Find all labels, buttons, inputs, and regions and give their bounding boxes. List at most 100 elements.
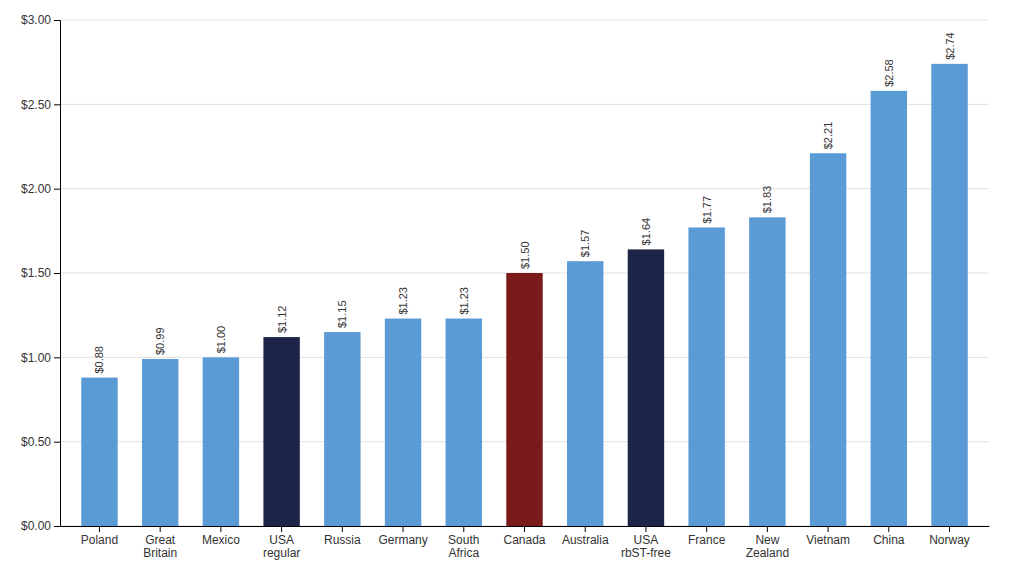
data-label: $0.88 (93, 346, 105, 374)
bar (749, 217, 785, 526)
x-tick-mark (99, 526, 100, 532)
x-tick-label: NewZealand (746, 533, 789, 561)
x-tick-label: USArbST-free (621, 533, 671, 561)
y-axis: $0.00$0.50$1.00$1.50$2.00$2.50$3.00 (21, 13, 61, 533)
x-tick-label: GreatBritain (143, 533, 177, 561)
x-tick-label: SouthAfrica (448, 533, 479, 561)
x-tick-mark (463, 526, 464, 532)
data-label: $1.50 (519, 241, 531, 269)
data-label: $1.00 (215, 326, 227, 354)
y-tick-mark (54, 20, 60, 21)
x-tick: USAregular (263, 526, 300, 560)
bar (203, 357, 239, 526)
bar (871, 91, 907, 526)
data-label: $2.21 (822, 122, 834, 150)
x-tick-label-line: Australia (562, 533, 609, 547)
data-label: $1.15 (336, 301, 348, 329)
x-tick-label: Vietnam (806, 533, 850, 547)
x-tick: Russia (324, 526, 361, 547)
x-axis: PolandGreatBritainMexicoUSAregularRussia… (61, 526, 990, 560)
x-tick: Poland (81, 526, 118, 547)
x-tick-label-line: Britain (143, 546, 177, 560)
x-tick: China (873, 526, 905, 547)
bar (567, 261, 603, 526)
x-tick-label: Poland (81, 533, 118, 547)
chart: $0.00$0.50$1.00$1.50$2.00$2.50$3.00Polan… (0, 0, 1019, 576)
x-tick-label-line: South (448, 533, 479, 547)
x-tick-label-line: rbST-free (621, 546, 671, 560)
y-tick-label: $0.50 (21, 435, 51, 449)
x-tick-label-line: France (688, 533, 726, 547)
x-tick: Canada (503, 526, 545, 547)
y-tick: $2.50 (21, 98, 60, 112)
y-tick-label: $2.00 (21, 182, 51, 196)
y-tick-mark (54, 357, 60, 358)
y-tick: $1.50 (21, 266, 60, 280)
x-tick: France (688, 526, 726, 547)
y-tick-mark (54, 442, 60, 443)
bar (263, 337, 299, 526)
x-tick-label-line: Norway (929, 533, 970, 547)
bar (628, 249, 664, 526)
x-tick-label-line: USA (269, 533, 294, 547)
data-labels: $0.88$0.99$1.00$1.12$1.15$1.23$1.23$1.50… (93, 32, 955, 373)
y-tick-label: $1.50 (21, 266, 51, 280)
x-tick-mark (524, 526, 525, 532)
x-tick: NewZealand (746, 526, 789, 560)
x-tick-label-line: Africa (448, 546, 479, 560)
x-tick-label: Mexico (202, 533, 240, 547)
x-tick-label: USAregular (263, 533, 300, 561)
y-tick-mark (54, 526, 60, 527)
x-tick-label: Canada (503, 533, 545, 547)
x-tick-label: France (688, 533, 726, 547)
x-tick-label-line: regular (263, 546, 300, 560)
x-tick-label-line: USA (634, 533, 659, 547)
y-tick-mark (54, 104, 60, 105)
x-tick: Norway (929, 526, 970, 547)
x-tick-label-line: China (873, 533, 905, 547)
bar (446, 319, 482, 526)
data-label: $1.23 (397, 287, 409, 315)
data-label: $2.74 (944, 32, 956, 60)
y-tick-mark (54, 189, 60, 190)
x-tick-mark (585, 526, 586, 532)
bar (81, 378, 117, 526)
data-label: $1.83 (761, 186, 773, 214)
bar (324, 332, 360, 526)
x-tick-label: Russia (324, 533, 361, 547)
x-tick: Germany (378, 526, 427, 547)
y-tick-label: $1.00 (21, 351, 51, 365)
y-tick: $1.00 (21, 351, 60, 365)
x-tick-mark (767, 526, 768, 532)
x-tick-label-line: Russia (324, 533, 361, 547)
x-tick-mark (342, 526, 343, 532)
x-tick-mark (160, 526, 161, 532)
bar (506, 273, 542, 526)
y-tick: $0.50 (21, 435, 60, 449)
data-label: $1.77 (701, 196, 713, 224)
bar (688, 227, 724, 526)
x-tick: USArbST-free (621, 526, 671, 560)
data-label: $1.57 (579, 230, 591, 258)
x-tick-mark (220, 526, 221, 532)
bars (81, 64, 967, 526)
y-tick-label: $2.50 (21, 98, 51, 112)
x-tick-mark (281, 526, 282, 532)
grid-line (60, 20, 989, 21)
x-tick-label: Norway (929, 533, 970, 547)
x-tick-mark (645, 526, 646, 532)
x-tick-label: Germany (378, 533, 427, 547)
x-tick-label: Australia (562, 533, 609, 547)
x-tick: SouthAfrica (448, 526, 479, 560)
x-tick-label-line: Great (145, 533, 176, 547)
grid-line (60, 104, 989, 105)
x-tick-mark (949, 526, 950, 532)
x-tick-label: China (873, 533, 905, 547)
y-axis-line (54, 21, 61, 527)
x-tick: Mexico (202, 526, 240, 547)
x-tick: GreatBritain (143, 526, 177, 560)
bar (931, 64, 967, 526)
y-tick-mark (54, 273, 60, 274)
grid (60, 20, 989, 526)
x-tick-mark (706, 526, 707, 532)
